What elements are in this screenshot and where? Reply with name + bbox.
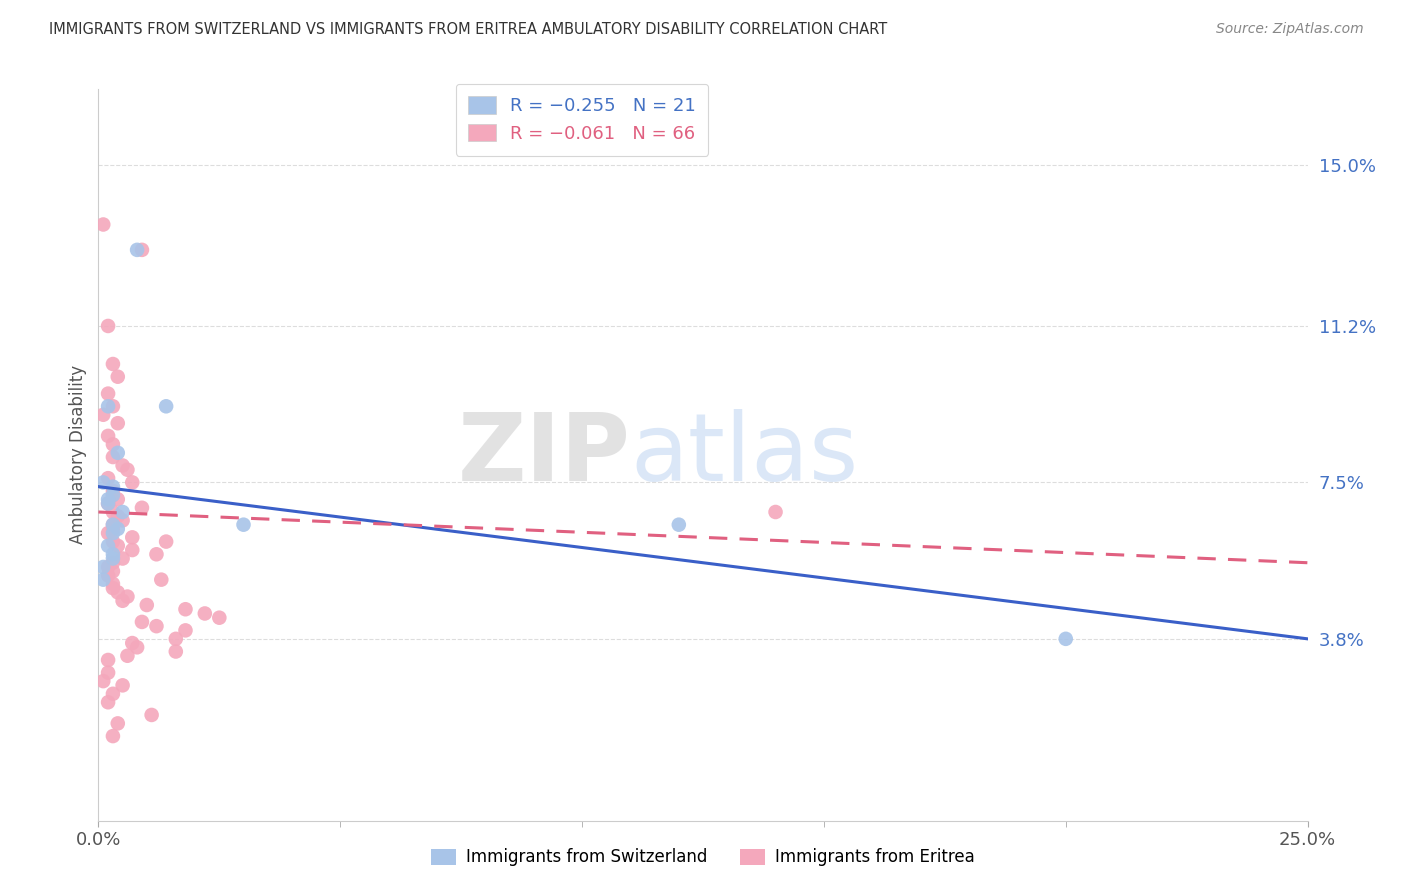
Point bbox=[101, 687, 124, 701]
Point bbox=[97, 429, 120, 443]
Point bbox=[765, 505, 787, 519]
Point bbox=[97, 539, 120, 553]
Point bbox=[107, 716, 129, 731]
Point bbox=[141, 708, 163, 723]
Point bbox=[107, 492, 129, 507]
Point bbox=[107, 416, 129, 430]
Point bbox=[155, 534, 177, 549]
Point bbox=[145, 619, 167, 633]
Point bbox=[97, 560, 120, 574]
Point bbox=[101, 480, 124, 494]
Point bbox=[174, 602, 197, 616]
Point bbox=[101, 357, 124, 371]
Text: ZIP: ZIP bbox=[457, 409, 630, 501]
Point bbox=[101, 437, 124, 451]
Point bbox=[194, 607, 217, 621]
Point bbox=[121, 475, 143, 490]
Point bbox=[97, 665, 120, 680]
Point bbox=[150, 573, 173, 587]
Point bbox=[101, 577, 124, 591]
Point bbox=[91, 573, 114, 587]
Point bbox=[97, 318, 120, 333]
Point bbox=[111, 505, 134, 519]
Point bbox=[101, 517, 124, 532]
Point bbox=[117, 648, 139, 663]
Point bbox=[208, 610, 231, 624]
Text: IMMIGRANTS FROM SWITZERLAND VS IMMIGRANTS FROM ERITREA AMBULATORY DISABILITY COR: IMMIGRANTS FROM SWITZERLAND VS IMMIGRANT… bbox=[49, 22, 887, 37]
Point bbox=[101, 505, 124, 519]
Point bbox=[127, 640, 149, 655]
Point bbox=[145, 547, 167, 561]
Point bbox=[101, 729, 124, 743]
Point bbox=[111, 594, 134, 608]
Point bbox=[111, 513, 134, 527]
Point bbox=[91, 560, 114, 574]
Point bbox=[107, 509, 129, 524]
Legend: Immigrants from Switzerland, Immigrants from Eritrea: Immigrants from Switzerland, Immigrants … bbox=[422, 840, 984, 875]
Point bbox=[101, 564, 124, 578]
Point bbox=[97, 492, 120, 507]
Point bbox=[97, 497, 120, 511]
Text: atlas: atlas bbox=[630, 409, 859, 501]
Point bbox=[107, 522, 129, 536]
Point bbox=[155, 399, 177, 413]
Point bbox=[97, 695, 120, 709]
Point bbox=[111, 678, 134, 692]
Point bbox=[101, 399, 124, 413]
Point bbox=[97, 399, 120, 413]
Point bbox=[107, 539, 129, 553]
Point bbox=[101, 534, 124, 549]
Point bbox=[131, 615, 153, 629]
Point bbox=[101, 450, 124, 464]
Point bbox=[91, 674, 114, 689]
Point bbox=[165, 632, 187, 646]
Point bbox=[101, 547, 124, 561]
Point bbox=[111, 551, 134, 566]
Point bbox=[97, 497, 120, 511]
Point bbox=[232, 517, 254, 532]
Point bbox=[131, 500, 153, 515]
Point bbox=[101, 556, 124, 570]
Point bbox=[127, 243, 149, 257]
Text: Source: ZipAtlas.com: Source: ZipAtlas.com bbox=[1216, 22, 1364, 37]
Point bbox=[135, 598, 157, 612]
Point bbox=[97, 471, 120, 485]
Point bbox=[97, 386, 120, 401]
Point bbox=[107, 585, 129, 599]
Point bbox=[165, 644, 187, 658]
Point bbox=[1054, 632, 1077, 646]
Point bbox=[668, 517, 690, 532]
Point bbox=[101, 551, 124, 566]
Point bbox=[101, 526, 124, 541]
Y-axis label: Ambulatory Disability: Ambulatory Disability bbox=[69, 366, 87, 544]
Point bbox=[97, 653, 120, 667]
Point bbox=[101, 483, 124, 498]
Point bbox=[117, 590, 139, 604]
Point bbox=[111, 458, 134, 473]
Point bbox=[101, 522, 124, 536]
Legend: R = −0.255   N = 21, R = −0.061   N = 66: R = −0.255 N = 21, R = −0.061 N = 66 bbox=[456, 84, 709, 155]
Point bbox=[97, 568, 120, 582]
Point bbox=[91, 218, 114, 232]
Point bbox=[91, 408, 114, 422]
Point bbox=[101, 488, 124, 502]
Point bbox=[101, 581, 124, 595]
Point bbox=[117, 463, 139, 477]
Point bbox=[91, 475, 114, 490]
Point bbox=[174, 624, 197, 638]
Point bbox=[121, 636, 143, 650]
Point bbox=[131, 243, 153, 257]
Point bbox=[107, 446, 129, 460]
Point bbox=[101, 488, 124, 502]
Point bbox=[107, 369, 129, 384]
Point bbox=[101, 517, 124, 532]
Point bbox=[121, 543, 143, 558]
Point bbox=[97, 526, 120, 541]
Point bbox=[121, 530, 143, 544]
